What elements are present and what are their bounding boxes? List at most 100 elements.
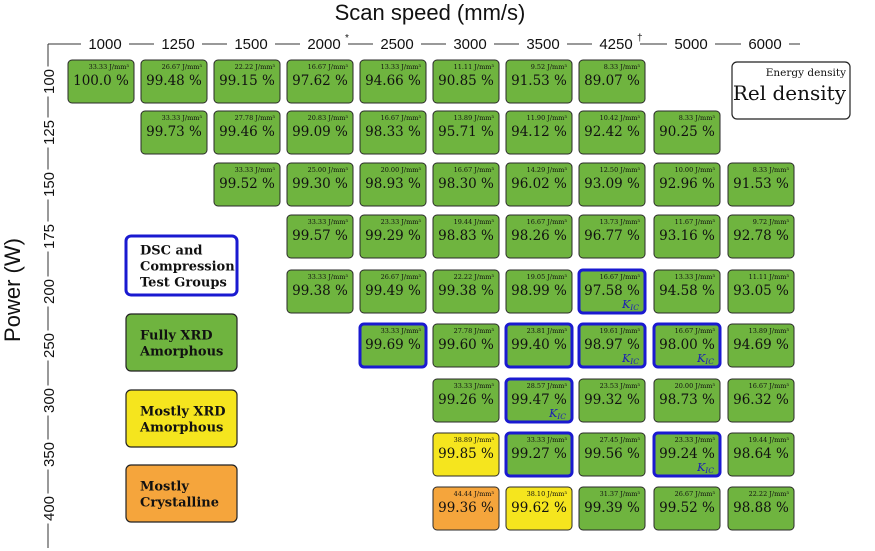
cell-150W-5000mms: 10.00 J/mm³92.96 %: [654, 163, 720, 206]
cell-100W-2000mms: 16.67 J/mm³97.62 %: [287, 60, 353, 103]
cell-250W-3000mms: 27.78 J/mm³99.60 %: [433, 324, 499, 367]
cell-energy-label: 33.33 J/mm³: [308, 273, 349, 281]
y-tick-100: 100: [41, 69, 58, 94]
cell-400W-4250mms: 31.37 J/mm³99.39 %: [579, 487, 645, 530]
cell-density-label: 99.57 %: [292, 228, 348, 244]
cell-energy-label: 27.78 J/mm³: [235, 114, 276, 122]
cell-400W-5000mms: 26.67 J/mm³ 99.52 %: [654, 487, 720, 530]
cell-energy-label: 8.33 J/mm³: [604, 63, 641, 71]
legend-label: DSC and: [140, 244, 203, 259]
cell-250W-4250mms: 19.61 J/mm³98.97 %KIC: [579, 324, 645, 367]
cell-energy-label: 9.72 J/mm³: [753, 218, 790, 226]
cell-energy-label: 22.22 J/mm³: [454, 273, 495, 281]
cell-400W-6000mms: 22.22 J/mm³98.88 %: [728, 487, 794, 530]
cell-energy-label: 19.44 J/mm³: [454, 218, 495, 226]
cell-energy-label: 13.73 J/mm³: [600, 218, 641, 226]
cell-350W-5000mms: 23.33 J/mm³99.24 %KIC: [654, 433, 720, 476]
cell-energy-label: 26.67 J/mm³: [381, 273, 422, 281]
cell-energy-label: 22.22 J/mm³: [749, 490, 790, 498]
cell-density-label: 99.30 %: [292, 176, 348, 192]
x-tick-1250: 1250: [161, 36, 194, 53]
cell-density-label: 97.62 %: [292, 73, 348, 89]
cell-density-label: 99.85 %: [438, 446, 494, 462]
cell-density-label: 94.58 %: [659, 283, 715, 299]
cell-energy-label: 16.67 J/mm³: [749, 382, 790, 390]
y-tick-125: 125: [41, 120, 58, 145]
y-tick-175: 175: [41, 224, 58, 249]
cell-125W-1250mms: 33.33 J/mm³ 99.73 %: [141, 111, 207, 154]
cell-density-label: 99.60 %: [438, 337, 494, 353]
cell-density-label: 99.24 %: [659, 446, 715, 462]
legend-label: Test Groups: [140, 276, 227, 291]
cell-250W-6000mms: 13.89 J/mm³94.69 %: [728, 324, 794, 367]
cell-100W-1500mms: 22.22 J/mm³ 99.15 %: [214, 60, 280, 103]
cell-250W-2500mms: 33.33 J/mm³ 99.69 %: [360, 324, 426, 367]
cell-200W-4250mms: 16.67 J/mm³97.58 %KIC: [579, 270, 645, 313]
cell-density-label: 90.85 %: [438, 73, 494, 89]
cell-density-label: 99.62 %: [511, 500, 567, 516]
cell-200W-5000mms: 13.33 J/mm³ 94.58 %: [654, 270, 720, 313]
cell-density-label: 91.53 %: [511, 73, 567, 89]
cell-density-label: 99.38 %: [292, 283, 348, 299]
cell-energy-label: 23.33 J/mm³: [675, 436, 716, 444]
cell-density-label: 97.58 %: [584, 283, 640, 299]
x-tick-1500: 1500: [234, 36, 267, 53]
cell-300W-3000mms: 33.33 J/mm³ 99.26 %: [433, 379, 499, 422]
cell-density-label: 100.0 %: [73, 73, 129, 89]
cell-density-label: 91.53 %: [733, 176, 789, 192]
cell-energy-label: 9.52 J/mm³: [531, 63, 568, 71]
cell-energy-label: 13.33 J/mm³: [675, 273, 716, 281]
cell-density-label: 98.00 %: [659, 337, 715, 353]
y-tick-400: 400: [41, 496, 58, 521]
cell-150W-1500mms: 33.33 J/mm³ 99.52 %: [214, 163, 280, 206]
cell-150W-2000mms: 25.00 J/mm³99.30 %: [287, 163, 353, 206]
x-tick-2000: 2000: [307, 36, 340, 53]
cell-200W-3500mms: 19.05 J/mm³98.99 %: [506, 270, 572, 313]
cell-energy-label: 13.33 J/mm³: [381, 63, 422, 71]
cell-energy-label: 23.81 J/mm³: [527, 327, 568, 335]
cell-density-label: 99.48 %: [146, 73, 202, 89]
cell-125W-3000mms: 13.89 J/mm³ 95.71 %: [433, 111, 499, 154]
cell-energy-label: 22.22 J/mm³: [235, 63, 276, 71]
cell-energy-label: 16.67 J/mm³: [454, 166, 495, 174]
legend-item-1: Fully XRDAmorphous: [126, 314, 237, 371]
legend-label: Crystalline: [140, 496, 219, 511]
cell-density-label: 99.73 %: [146, 124, 202, 140]
cell-energy-label: 27.45 J/mm³: [600, 436, 641, 444]
cell-energy-label: 16.67 J/mm³: [675, 327, 716, 335]
x-tick-1000: 1000: [88, 36, 121, 53]
cell-175W-3000mms: 19.44 J/mm³ 98.83 %: [433, 215, 499, 258]
cell-density-label: 99.15 %: [219, 73, 275, 89]
cell-density-label: 99.09 %: [292, 124, 348, 140]
cell-density-label: 99.52 %: [659, 500, 715, 516]
cell-density-label: 98.30 %: [438, 176, 494, 192]
cell-energy-label: 33.33 J/mm³: [89, 63, 130, 71]
cell-density-label: 99.52 %: [219, 176, 275, 192]
cell-density-label: 94.66 %: [365, 73, 421, 89]
cell-energy-label: 26.67 J/mm³: [675, 490, 716, 498]
cell-density-label: 99.39 %: [584, 500, 640, 516]
cell-energy-label: 33.33 J/mm³: [454, 382, 495, 390]
cell-density-label: 99.47 %: [511, 392, 567, 408]
cell-150W-3500mms: 14.29 J/mm³96.02 %: [506, 163, 572, 206]
cell-energy-label: 33.33 J/mm³: [235, 166, 276, 174]
cell-125W-2500mms: 16.67 J/mm³ 98.33 %: [360, 111, 426, 154]
cell-density-label: 99.56 %: [584, 446, 640, 462]
cell-400W-3500mms: 38.10 J/mm³ 99.62 %: [506, 487, 572, 530]
x-tick-mark-4250: †: [637, 33, 643, 44]
cell-150W-3000mms: 16.67 J/mm³ 98.30 %: [433, 163, 499, 206]
legend-label: Amorphous: [139, 421, 223, 436]
cell-density-label: 99.46 %: [219, 124, 275, 140]
cell-100W-2500mms: 13.33 J/mm³ 94.66 %: [360, 60, 426, 103]
cell-density-label: 93.16 %: [659, 228, 715, 244]
cell-175W-5000mms: 11.67 J/mm³93.16 %: [654, 215, 720, 258]
cell-energy-label: 23.53 J/mm³: [600, 382, 641, 390]
cell-density-label: 96.77 %: [584, 228, 640, 244]
cell-250W-5000mms: 16.67 J/mm³98.00 %KIC: [654, 324, 720, 367]
cell-100W-1000mms: 33.33 J/mm³ 100.0 %: [68, 60, 134, 103]
cell-250W-3500mms: 23.81 J/mm³ 99.40 %: [506, 324, 572, 367]
cell-density-label: 99.40 %: [511, 337, 567, 353]
cell-density-label: 94.69 %: [733, 337, 789, 353]
legend-item-3: MostlyCrystalline: [126, 465, 237, 522]
